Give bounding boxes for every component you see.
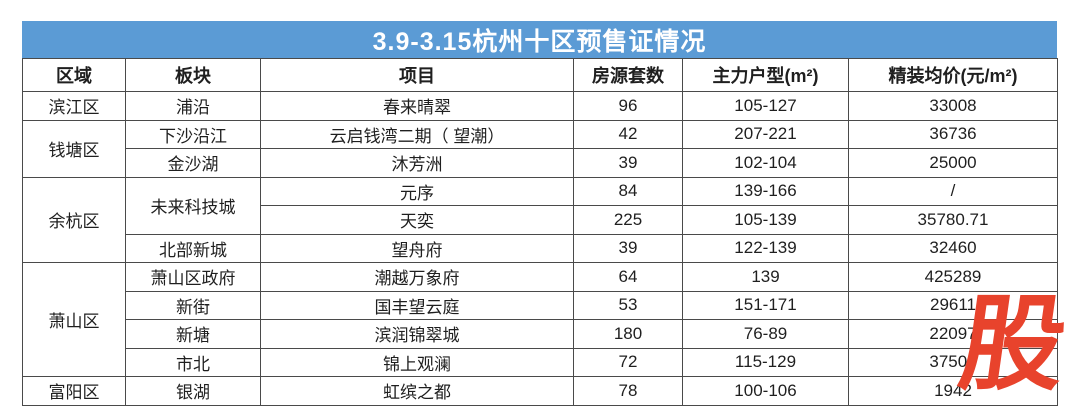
units-cell: 225: [573, 205, 683, 235]
price-cell: /: [848, 176, 1058, 206]
region-cell: 余杭区: [22, 176, 126, 263]
unit-type-cell: 100-106: [682, 376, 849, 406]
project-cell: 春来晴翠: [260, 91, 574, 121]
header-block: 板块: [125, 58, 261, 92]
units-cell: 72: [573, 347, 683, 377]
price-cell: 32460: [848, 233, 1058, 263]
project-cell: 锦上观澜: [260, 347, 574, 377]
header-region: 区域: [22, 58, 126, 92]
region-cell: 富阳区: [22, 376, 126, 406]
header-unit-type: 主力户型(m²): [682, 58, 849, 92]
price-cell: 33008: [848, 91, 1058, 121]
project-cell: 沐芳洲: [260, 148, 574, 178]
project-cell: 滨润锦翠城: [260, 319, 574, 349]
region-cell: 滨江区: [22, 91, 126, 121]
table-row: 滨江区 浦沿 春来晴翠 96 105-127 33008: [22, 91, 1058, 121]
unit-type-cell: 76-89: [682, 319, 849, 349]
unit-type-cell: 105-127: [682, 91, 849, 121]
price-cell: 35780.71: [848, 205, 1058, 235]
unit-type-cell: 207-221: [682, 119, 849, 149]
units-cell: 39: [573, 233, 683, 263]
project-cell: 云启钱湾二期（ 望潮）: [260, 119, 574, 149]
units-cell: 180: [573, 319, 683, 349]
units-cell: 84: [573, 176, 683, 206]
header-units: 房源套数: [573, 58, 683, 92]
block-cell: 未来科技城: [125, 176, 261, 235]
price-cell: 29611: [848, 290, 1058, 320]
table-row: 新塘 滨润锦翠城 180 76-89 22097: [23, 319, 1058, 349]
header-row: 区域 板块 项目 房源套数 主力户型(m²) 精装均价(元/m²): [22, 58, 1058, 92]
table-row: 市北 锦上观澜 72 115-129 37500: [23, 347, 1058, 377]
project-cell: 元序: [260, 176, 574, 206]
block-cell: 新街: [125, 290, 261, 320]
header-project: 项目: [260, 58, 574, 92]
table-row: 天奕 225 105-139 35780.71: [23, 205, 1058, 235]
units-cell: 42: [573, 119, 683, 149]
block-cell: 市北: [125, 347, 261, 377]
table-row: 萧山区 萧山区政府 潮越万象府 64 139 425289: [22, 262, 1058, 377]
table-row: 钱塘区 下沙沿江 云启钱湾二期（ 望潮） 42 207-221 36736: [22, 119, 1058, 178]
table-row: 北部新城 望舟府 39 122-139 32460: [23, 233, 1058, 263]
block-cell: 北部新城: [125, 233, 261, 263]
block-cell: 金沙湖: [125, 148, 261, 178]
project-cell: 国丰望云庭: [260, 290, 574, 320]
table-title: 3.9-3.15杭州十区预售证情况: [22, 21, 1057, 58]
table-row: 余杭区 未来科技城 元序 84 139-166 /: [22, 176, 1058, 263]
block-cell: 萧山区政府: [125, 262, 261, 292]
price-cell: 425289: [848, 262, 1058, 292]
region-cell: 钱塘区: [22, 119, 126, 178]
block-cell: 新塘: [125, 319, 261, 349]
block-cell: 银湖: [125, 376, 261, 406]
price-cell: 36736: [848, 119, 1058, 149]
block-cell: 浦沿: [125, 91, 261, 121]
price-cell: 37500: [848, 347, 1058, 377]
presale-table: 区域 板块 项目 房源套数 主力户型(m²) 精装均价(元/m²) 滨江区 浦沿…: [22, 58, 1058, 406]
units-cell: 64: [573, 262, 683, 292]
table-row: 新街 国丰望云庭 53 151-171 29611: [23, 290, 1058, 320]
units-cell: 78: [573, 376, 683, 406]
units-cell: 96: [573, 91, 683, 121]
unit-type-cell: 122-139: [682, 233, 849, 263]
table-row: 富阳区 银湖 虹缤之都 78 100-106 1942: [22, 376, 1058, 406]
unit-type-cell: 139: [682, 262, 849, 292]
unit-type-cell: 102-104: [682, 148, 849, 178]
region-cell: 萧山区: [22, 262, 126, 377]
presale-table-sheet: 3.9-3.15杭州十区预售证情况 区域 板块 项目 房源套数 主力户型(m²)…: [22, 21, 1058, 406]
project-cell-highlighted: 望舟府: [260, 233, 574, 263]
unit-type-cell: 115-129: [682, 347, 849, 377]
project-cell: 虹缤之都: [260, 376, 574, 406]
table-row: 金沙湖 沐芳洲 39 102-104 25000: [23, 148, 1058, 178]
project-cell: 潮越万象府: [260, 262, 574, 292]
units-cell: 53: [573, 290, 683, 320]
block-cell: 下沙沿江: [125, 119, 261, 149]
project-cell: 天奕: [260, 205, 574, 235]
header-avg-price: 精装均价(元/m²): [848, 58, 1058, 92]
price-cell: 25000: [848, 148, 1058, 178]
price-cell: 1942: [848, 376, 1058, 406]
unit-type-cell: 139-166: [682, 176, 849, 206]
price-cell: 22097: [848, 319, 1058, 349]
unit-type-cell: 151-171: [682, 290, 849, 320]
units-cell: 39: [573, 148, 683, 178]
unit-type-cell: 105-139: [682, 205, 849, 235]
